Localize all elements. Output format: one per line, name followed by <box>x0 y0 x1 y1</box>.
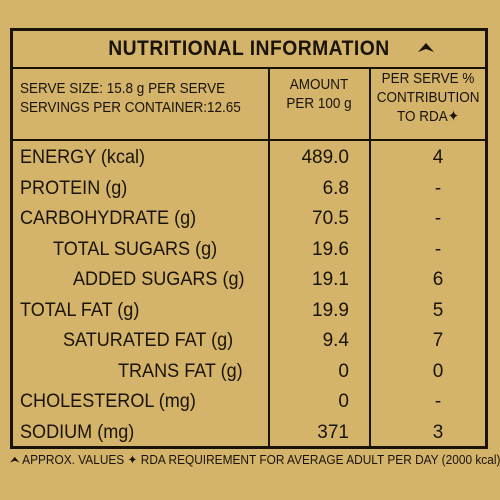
nutrient-name: PROTEIN (g) <box>20 177 128 199</box>
table-row: TOTAL SUGARS (g) 19.6 - <box>13 235 485 266</box>
rda-percent: - <box>434 177 442 199</box>
amount-per-100g: 19.1 <box>312 269 349 290</box>
rda-percent: - <box>434 238 442 260</box>
serve-size: SERVE SIZE: 15.8 g PER SERVE <box>20 80 226 97</box>
table-row: ADDED SUGARS (g) 19.1 6 <box>13 265 485 296</box>
table-row: PROTEIN (g) 6.8 - <box>13 174 485 205</box>
nutrient-name: TOTAL SUGARS (g) <box>53 238 218 260</box>
amount-per-100g: 19.6 <box>312 238 349 260</box>
nutrient-rows: ENERGY (kcal) 489.0 4 PROTEIN (g) 6.8 - … <box>13 143 485 448</box>
serving-info: SERVE SIZE: 15.8 g PER SERVE SERVINGS PE… <box>20 79 241 117</box>
amount-header-line-2: PER 100 g <box>286 95 352 112</box>
amount-column-header: AMOUNT PER 100 g <box>276 75 362 113</box>
nutrition-table: NUTRITIONAL INFORMATION SERVE SIZE: 15.8… <box>10 28 488 449</box>
nutrient-name: SODIUM (mg) <box>20 421 135 443</box>
nutrient-name: CHOLESTEROL (mg) <box>20 391 196 412</box>
rda-column-header: PER SERVE % CONTRIBUTION TO RDA✦ <box>377 69 480 126</box>
rda-percent: 6 <box>432 269 444 290</box>
rda-header-line-3: TO RDA✦ <box>396 108 460 125</box>
amount-per-100g: 9.4 <box>322 330 349 351</box>
nutrient-name: SATURATED FAT (g) <box>63 330 234 351</box>
table-row: CHOLESTEROL (mg) 0 - <box>13 387 485 418</box>
amount-per-100g: 70.5 <box>312 208 349 229</box>
rda-header-line-2: CONTRIBUTION <box>376 89 480 106</box>
amount-per-100g: 0 <box>338 391 349 412</box>
footnote-text: APPROX. VALUES ✦ RDA REQUIREMENT FOR AVE… <box>22 453 500 467</box>
nutrient-name: TOTAL FAT (g) <box>20 299 140 321</box>
rda-percent: - <box>434 391 442 412</box>
rda-percent: 0 <box>432 360 444 382</box>
title-row: NUTRITIONAL INFORMATION <box>13 31 485 69</box>
nutrient-name: TRANS FAT (g) <box>118 360 243 382</box>
amount-per-100g: 489.0 <box>301 147 349 168</box>
table-row: ENERGY (kcal) 489.0 4 <box>13 143 485 174</box>
table-row: SODIUM (mg) 371 3 <box>13 418 485 449</box>
header-row: SERVE SIZE: 15.8 g PER SERVE SERVINGS PE… <box>13 69 485 141</box>
rda-percent: - <box>434 208 442 229</box>
nutrient-name: CARBOHYDRATE (g) <box>20 208 197 229</box>
amount-per-100g: 0 <box>338 360 349 382</box>
table-row: TOTAL FAT (g) 19.9 5 <box>13 296 485 327</box>
amount-per-100g: 371 <box>317 421 349 443</box>
table-row: SATURATED FAT (g) 9.4 7 <box>13 326 485 357</box>
amount-per-100g: 19.9 <box>312 299 349 321</box>
column-divider <box>268 69 270 446</box>
approx-marker-icon <box>10 456 20 463</box>
nutrient-name: ENERGY (kcal) <box>20 147 146 168</box>
rda-percent: 3 <box>432 421 444 443</box>
rda-percent: 7 <box>432 330 444 351</box>
table-row: CARBOHYDRATE (g) 70.5 - <box>13 204 485 235</box>
approx-marker-icon <box>418 43 434 52</box>
table-title: NUTRITIONAL INFORMATION <box>108 37 390 60</box>
footnote: APPROX. VALUES ✦ RDA REQUIREMENT FOR AVE… <box>10 452 500 467</box>
amount-per-100g: 6.8 <box>322 177 349 199</box>
servings-per-container: SERVINGS PER CONTAINER:12.65 <box>20 99 241 116</box>
column-divider <box>369 69 371 446</box>
rda-percent: 5 <box>432 299 444 321</box>
nutrient-name: ADDED SUGARS (g) <box>73 269 245 290</box>
rda-header-line-1: PER SERVE % <box>381 70 475 87</box>
rda-percent: 4 <box>432 147 444 168</box>
table-row: TRANS FAT (g) 0 0 <box>13 357 485 388</box>
amount-header-line-1: AMOUNT <box>289 76 349 93</box>
